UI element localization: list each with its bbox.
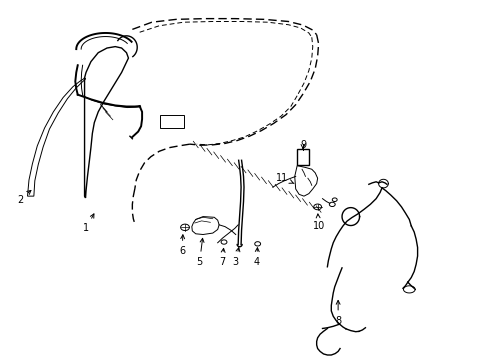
Polygon shape [27, 78, 85, 196]
Text: 2: 2 [17, 190, 31, 205]
Text: 8: 8 [334, 300, 341, 325]
Text: 4: 4 [253, 248, 259, 267]
Text: 3: 3 [232, 248, 240, 267]
Text: 11: 11 [276, 173, 293, 184]
Text: 10: 10 [312, 214, 324, 231]
Text: 5: 5 [196, 238, 203, 267]
Polygon shape [191, 217, 219, 234]
Text: 9: 9 [299, 140, 305, 150]
Text: 1: 1 [83, 214, 94, 233]
Text: 6: 6 [179, 235, 185, 256]
Text: 7: 7 [219, 248, 225, 267]
